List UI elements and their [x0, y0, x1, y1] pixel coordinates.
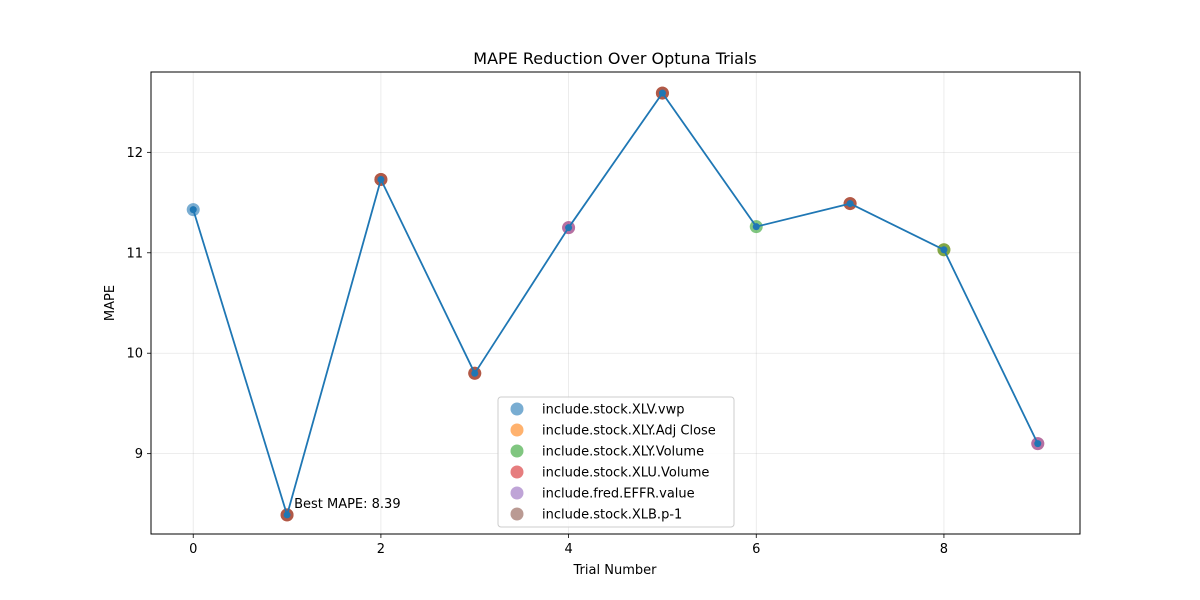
legend-marker [510, 402, 524, 416]
legend: include.stock.XLV.vwp include.stock.XLY.A… [497, 396, 735, 528]
legend-marker [510, 486, 524, 500]
chart-title: MAPE Reduction Over Optuna Trials [473, 49, 756, 68]
plot-marks [186, 86, 1045, 522]
y-axis-label: MAPE [103, 285, 118, 321]
best-mape-annotation: Best MAPE: 8.39 [294, 497, 401, 512]
line-point [565, 224, 573, 232]
x-axis-label: Trial Number [573, 563, 658, 578]
line-point [940, 246, 948, 254]
plot-frame [150, 71, 1081, 535]
line-point [1034, 440, 1042, 448]
y-tick-label: 9 [135, 447, 143, 462]
legend-label: include.fred.EFFR.value [542, 487, 695, 502]
legend-label: include.stock.XLB.p-1 [542, 508, 682, 523]
line-point [377, 175, 385, 183]
x-tick-label: 6 [752, 542, 760, 557]
legend-marker [510, 423, 524, 437]
legend-label: include.stock.XLV.vwp [542, 403, 685, 418]
line-point [283, 511, 291, 519]
y-tick-label: 10 [126, 347, 143, 362]
line-point [658, 89, 666, 97]
line-point [846, 200, 854, 208]
line-point [752, 223, 760, 231]
legend-marker [510, 465, 524, 479]
line-point [189, 206, 197, 214]
x-tick-label: 8 [940, 542, 948, 557]
mape-line [192, 92, 1039, 516]
x-tick-label: 4 [564, 542, 572, 557]
y-tick-label: 11 [126, 246, 143, 261]
line-point [471, 369, 479, 377]
legend-marker [510, 444, 524, 458]
legend-label: include.stock.XLU.Volume [542, 466, 709, 481]
axis-ticks: 0 2 4 6 8 9 10 11 12 [126, 146, 948, 557]
y-tick-label: 12 [126, 146, 143, 161]
annotations: Best MAPE: 8.39 [294, 497, 401, 512]
legend-marker [510, 507, 524, 521]
legend-label: include.stock.XLY.Volume [542, 445, 704, 460]
x-tick-label: 0 [189, 542, 197, 557]
x-tick-label: 2 [377, 542, 385, 557]
legend-box [497, 396, 735, 528]
legend-label: include.stock.XLY.Adj Close [542, 424, 716, 439]
